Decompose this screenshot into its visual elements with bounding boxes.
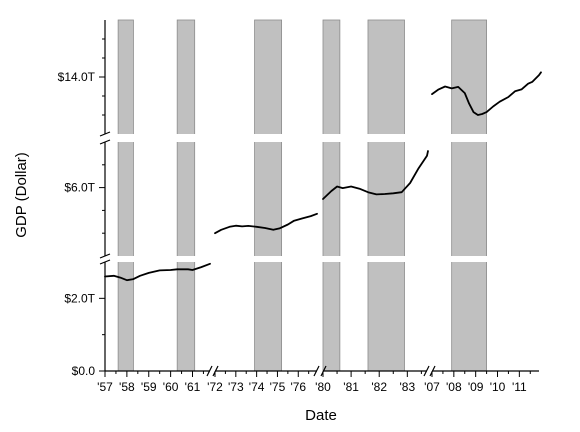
x-tick-label: '59 [141, 380, 157, 394]
x-tick-label: '76 [290, 380, 306, 394]
tick-labels-layer: '57 '58 '59 '60 '61 '72 '73 '74 '75 '76 '80 '81 '82 '… [58, 70, 527, 394]
y-tick-label: $14.0T [58, 70, 96, 84]
x-tick-label: '10 [490, 380, 506, 394]
y-break-gap [101, 256, 541, 262]
x-tick-label: '61 [185, 380, 201, 394]
x-break-mark [320, 365, 327, 377]
y-tick-label: $2.0T [64, 291, 95, 305]
x-break-mark [429, 365, 436, 377]
x-break-mark [206, 365, 213, 377]
gdp-line-segment [104, 262, 211, 282]
x-tick-label: '74 [249, 380, 265, 394]
x-tick-label: '72 [207, 380, 223, 394]
recession-band [367, 19, 405, 372]
recession-band [254, 19, 283, 372]
recession-shading-layer [117, 19, 487, 372]
gdp-line-segment [214, 212, 318, 235]
x-tick-label: '83 [400, 380, 416, 394]
x-tick-label: '07 [424, 380, 440, 394]
x-axis-title: Date [305, 407, 337, 424]
recession-band [117, 19, 134, 372]
x-tick-label: '73 [228, 380, 244, 394]
x-tick-label: '11 [512, 380, 527, 394]
x-tick-label: '57 [97, 380, 113, 394]
axis-breaks-layer [99, 131, 541, 377]
x-tick-label: '80 [315, 380, 331, 394]
gdp-line-segment [431, 71, 542, 116]
y-break-mark [99, 139, 111, 145]
x-break-mark [423, 365, 430, 377]
y-tick-label: $6.0T [64, 181, 95, 195]
x-tick-label: '09 [468, 380, 484, 394]
y-axis-title: GDP (Dollar) [13, 152, 30, 238]
axes-layer [99, 20, 539, 377]
series-line-layer [104, 71, 542, 282]
x-break-mark [313, 365, 320, 377]
x-tick-label: '82 [371, 380, 387, 394]
x-tick-label: '08 [446, 380, 462, 394]
x-tick-label: '60 [163, 380, 179, 394]
y-break-gap [101, 134, 541, 142]
gdp-line-segment [322, 150, 429, 200]
recession-band [176, 19, 196, 372]
x-break-mark [212, 365, 219, 377]
x-tick-label: '81 [343, 380, 359, 394]
y-break-mark [99, 253, 111, 259]
recession-band [451, 19, 487, 372]
x-tick-label: '58 [119, 380, 135, 394]
x-tick-label: '75 [270, 380, 286, 394]
y-tick-label: $0.0 [72, 364, 96, 378]
y-break-mark [99, 131, 111, 137]
y-break-mark [99, 259, 111, 265]
